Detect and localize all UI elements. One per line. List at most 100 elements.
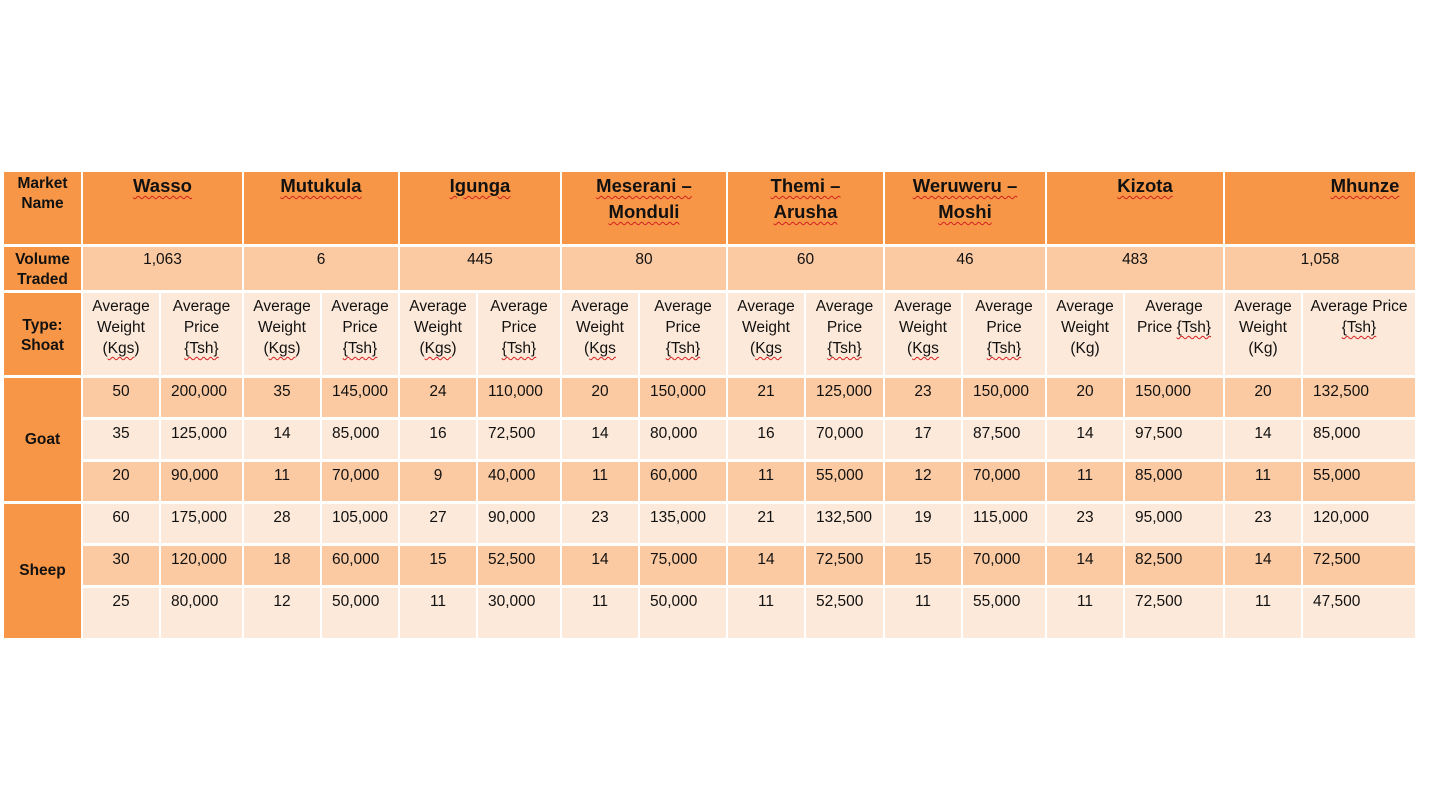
avg-price-value: 125,000 [816, 383, 873, 400]
avg-price-header: Average Price {Tsh} [806, 293, 885, 378]
category-cell: Sheep [4, 504, 83, 641]
avg-weight-cell: 11 [562, 588, 640, 641]
market-name: Meserani – Monduli [562, 172, 726, 225]
volume-label: Traded [4, 270, 81, 290]
avg-price-header-line-text: {Tsh} [342, 340, 378, 357]
avg-price-value: 97,500 [1135, 425, 1183, 442]
avg-weight-cell: 11 [562, 462, 640, 504]
avg-weight-value: 14 [1254, 551, 1272, 568]
market-name-cell: Igunga [400, 172, 562, 247]
avg-weight-cell: 24 [400, 378, 478, 420]
avg-weight-header-line: Weight [562, 317, 638, 338]
avg-price-cell: 85,000 [322, 420, 400, 462]
avg-weight-header-line: Weight [885, 317, 961, 338]
avg-price-cell: 85,000 [1303, 420, 1415, 462]
avg-weight-value: 35 [273, 383, 291, 400]
avg-price-header: Average Price {Tsh} [640, 293, 728, 378]
avg-weight-header-line: (Kgs) [83, 338, 159, 359]
avg-weight-header-line: Average [562, 296, 638, 317]
avg-price-header-line: {Tsh} [640, 338, 726, 359]
volume-cell: 445 [400, 247, 562, 293]
avg-weight-cell: 25 [83, 588, 161, 641]
avg-weight-header-line-text: (Kg) [1248, 340, 1278, 357]
avg-weight-header-line-text: Average [409, 298, 467, 315]
avg-price-value: 40,000 [488, 467, 536, 484]
market-header-row: Market Name Wasso Mutukula Igunga Meserani – M… [4, 172, 1415, 247]
avg-price-cell: 135,000 [640, 504, 728, 546]
avg-price-value: 47,500 [1313, 593, 1361, 610]
volume-cell: 60 [728, 247, 885, 293]
avg-weight-value: 16 [429, 425, 447, 442]
avg-weight-header: Average Weight (Kgs) [400, 293, 478, 378]
avg-weight-cell: 60 [83, 504, 161, 546]
avg-weight-header-line-text: Average [253, 298, 311, 315]
avg-weight-value: 21 [757, 383, 775, 400]
avg-price-header-line-text: Average [975, 298, 1033, 315]
avg-price-value: 200,000 [171, 383, 228, 400]
avg-price-header-line-text: Price [826, 319, 863, 336]
avg-price-cell: 75,000 [640, 546, 728, 588]
avg-price-value: 75,000 [650, 551, 698, 568]
type-label: Shoat [4, 336, 81, 356]
avg-weight-value: 20 [1254, 383, 1272, 400]
avg-weight-value: 15 [914, 551, 932, 568]
avg-price-cell: 175,000 [161, 504, 244, 546]
avg-price-cell: 55,000 [1303, 462, 1415, 504]
avg-price-header-line: Average [161, 296, 242, 317]
avg-weight-value: 12 [273, 593, 291, 610]
corner-label: Market [4, 174, 81, 194]
avg-weight-header-line-text: Weight [414, 319, 462, 336]
volume-label-text: Volume [15, 251, 70, 268]
avg-weight-header-line: Average [885, 296, 961, 317]
avg-weight-value: 11 [591, 593, 609, 610]
market-name-line: Moshi [938, 201, 992, 222]
avg-weight-value: 11 [757, 467, 775, 484]
avg-price-header-line-text: {Tsh} [1341, 319, 1377, 336]
avg-price-cell: 50,000 [640, 588, 728, 641]
avg-weight-cell: 20 [83, 462, 161, 504]
avg-weight-value: 21 [757, 509, 775, 526]
avg-price-value: 145,000 [332, 383, 389, 400]
avg-price-value: 30,000 [488, 593, 536, 610]
avg-weight-cell: 11 [885, 588, 963, 641]
avg-weight-value: 35 [112, 425, 130, 442]
avg-weight-header-line-text: (Kgs [584, 340, 616, 357]
avg-price-cell: 120,000 [161, 546, 244, 588]
avg-price-cell: 87,500 [963, 420, 1047, 462]
avg-weight-cell: 11 [400, 588, 478, 641]
avg-weight-header-line: (Kgs [728, 338, 804, 359]
avg-price-header: Average Price {Tsh} [1303, 293, 1415, 378]
avg-price-cell: 150,000 [640, 378, 728, 420]
avg-weight-cell: 35 [83, 420, 161, 462]
avg-weight-cell: 14 [244, 420, 322, 462]
category-label: Sheep [19, 562, 66, 579]
avg-price-value: 72,500 [1313, 551, 1361, 568]
avg-weight-cell: 23 [1225, 504, 1303, 546]
avg-price-header-line: Price [963, 317, 1045, 338]
avg-weight-header-line-text: Average [1056, 298, 1114, 315]
volume-value: 1,063 [143, 251, 182, 268]
avg-price-cell: 70,000 [806, 420, 885, 462]
avg-weight-value: 18 [273, 551, 291, 568]
avg-price-header-line-text: Average [1145, 298, 1203, 315]
avg-price-cell: 70,000 [322, 462, 400, 504]
avg-price-cell: 97,500 [1125, 420, 1225, 462]
avg-weight-header-line: Weight [244, 317, 320, 338]
subheader-row: Type: Shoat Average Weight (Kgs) Average Price… [4, 293, 1415, 378]
type-label-cell: Type: Shoat [4, 293, 83, 378]
avg-price-header-line: Price [322, 317, 398, 338]
avg-price-header-line: Average [806, 296, 883, 317]
table-row: Goat 50 200,000 35 145,000 24 110,000 20 150,000… [4, 378, 1415, 504]
volume-cell: 483 [1047, 247, 1225, 293]
avg-price-header-line-text: {Tsh} [184, 340, 219, 357]
avg-price-cell: 52,500 [806, 588, 885, 641]
market-name: Kizota [1047, 172, 1223, 199]
market-name: Igunga [400, 172, 560, 199]
market-name-cell: Wasso [83, 172, 244, 247]
market-name-line: Monduli [608, 201, 680, 222]
avg-price-cell: 110,000 [478, 378, 562, 420]
table-row: Sheep 60 175,000 28 105,000 27 90,000 23 135,000… [4, 504, 1415, 641]
market-price-table-container: Market Name Wasso Mutukula Igunga Meserani – M… [4, 172, 1415, 641]
avg-weight-value: 20 [112, 467, 130, 484]
avg-weight-value: 11 [914, 593, 932, 610]
